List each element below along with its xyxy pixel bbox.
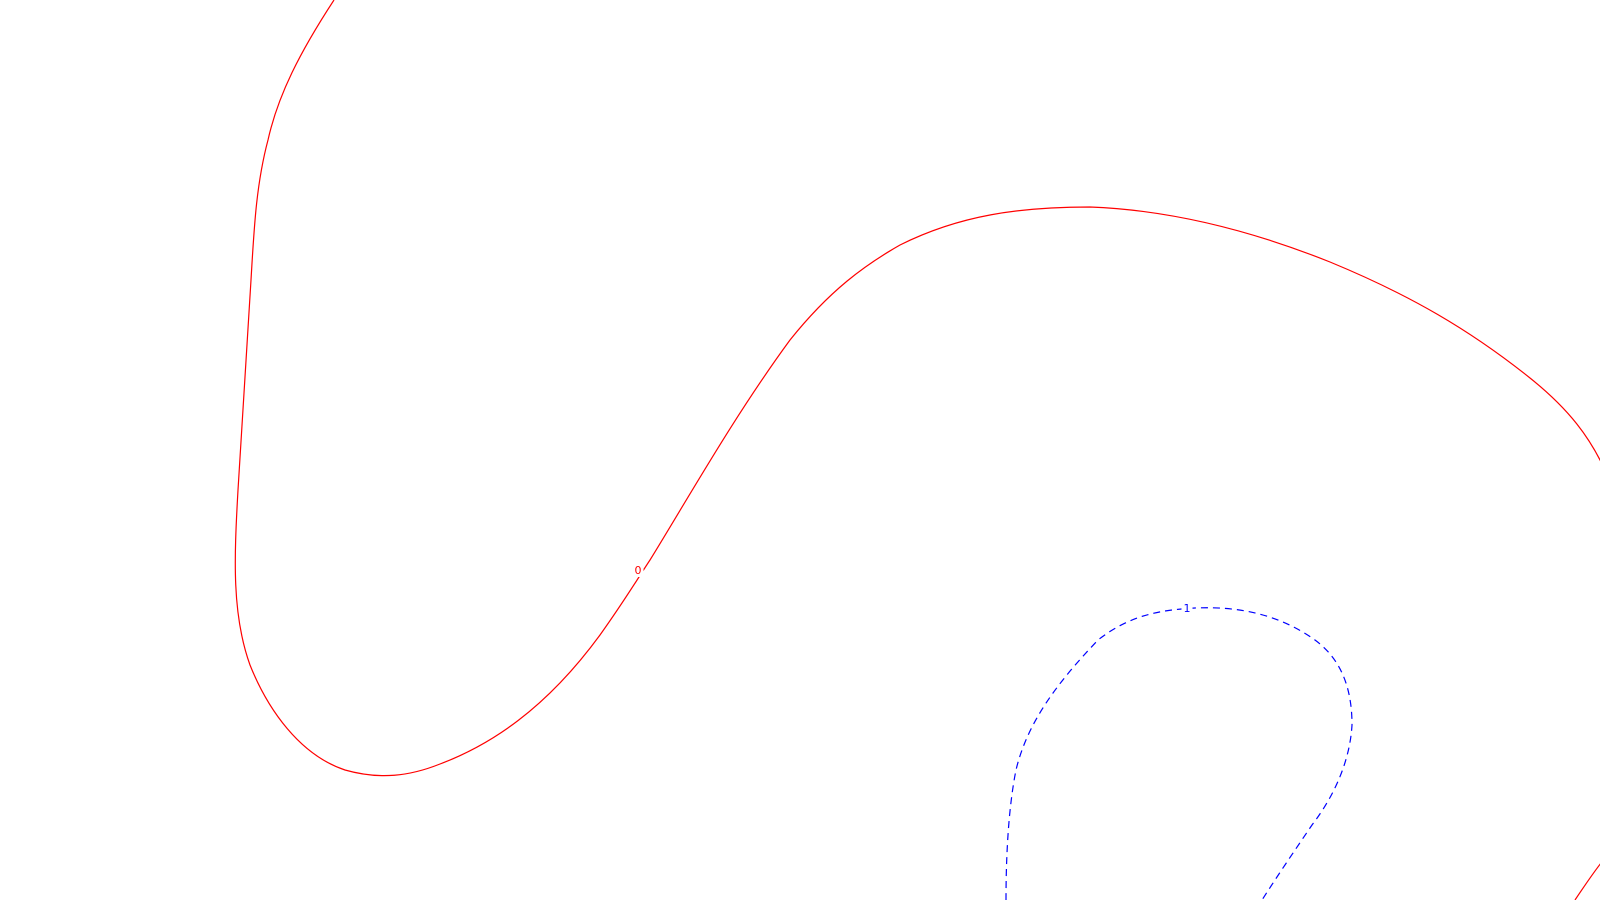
label-1-background: [1181, 602, 1193, 615]
contour-label-level-1: 1: [1184, 602, 1191, 615]
label-0-background: [632, 564, 644, 577]
contour-label-level-0: 0: [635, 564, 642, 577]
contour-line-level-1: [1005, 607, 1353, 900]
contour-line-level-0: [234, 0, 1600, 777]
contour-line-level-0-segment: [1574, 863, 1600, 900]
